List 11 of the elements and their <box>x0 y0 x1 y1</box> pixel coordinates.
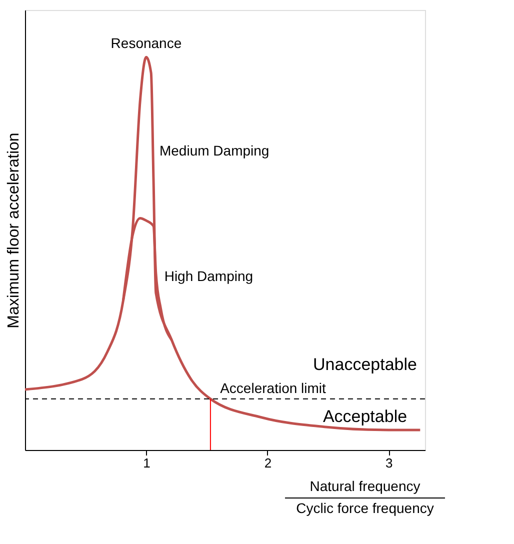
x-tick-label: 1 <box>143 456 150 470</box>
annotation: Unacceptable <box>313 354 417 374</box>
annotation: Medium Damping <box>159 142 270 158</box>
annotation: Resonance <box>110 35 182 52</box>
annotation: Acceptable <box>322 406 408 426</box>
x-tick-label: 3 <box>386 456 393 470</box>
x-tick-label: 2 <box>264 456 272 470</box>
y-axis-title: Maximum floor acceleration <box>6 132 22 328</box>
x-axis-title: Natural frequency Cyclic force frequency <box>296 478 434 516</box>
ref-line-label: Acceleration limit <box>220 380 326 396</box>
annotation: High Damping <box>164 268 254 284</box>
